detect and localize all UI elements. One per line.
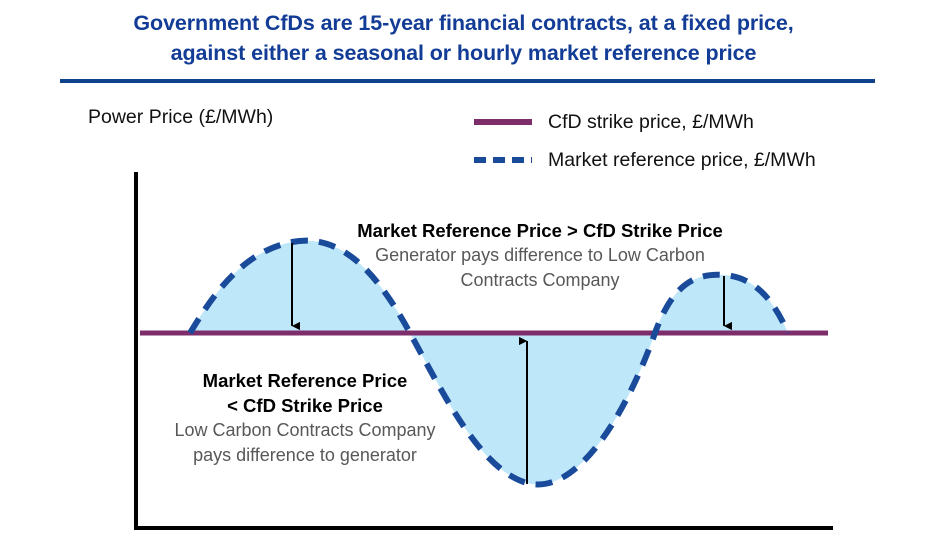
page-title-line-1: Government CfDs are 15-year financial co… xyxy=(133,11,794,35)
solid-line-swatch-icon xyxy=(474,113,532,131)
difference-area-fill xyxy=(190,240,788,485)
annotation-above-heading: Market Reference Price > CfD Strike Pric… xyxy=(357,220,723,241)
annotation-above-strike: Market Reference Price > CfD Strike Pric… xyxy=(330,218,750,293)
chart-legend: CfD strike price, £/MWh Market reference… xyxy=(474,103,816,179)
legend-label-strike-price: CfD strike price, £/MWh xyxy=(548,110,754,133)
y-axis-label: Power Price (£/MWh) xyxy=(88,106,274,128)
market-reference-price-curve xyxy=(187,237,791,488)
page-title-line-2: against either a seasonal or hourly mark… xyxy=(170,41,757,65)
annotation-below-heading-line-1: Market Reference Price xyxy=(202,370,408,391)
title-divider xyxy=(60,79,875,83)
annotation-below-body-line-1: Low Carbon Contracts Company xyxy=(174,420,436,440)
annotation-below-heading-line-2: < CfD Strike Price xyxy=(227,395,383,416)
dashed-line-swatch-icon xyxy=(474,151,532,169)
page-title: Government CfDs are 15-year financial co… xyxy=(0,8,927,68)
annotation-below-body-line-2: pays difference to generator xyxy=(193,445,417,465)
annotation-above-body-line-1: Generator pays difference to Low Carbon xyxy=(375,245,705,265)
legend-label-market-reference-price: Market reference price, £/MWh xyxy=(548,148,816,171)
legend-item-strike-price: CfD strike price, £/MWh xyxy=(474,103,816,141)
annotation-below-strike: Market Reference Price < CfD Strike Pric… xyxy=(140,368,470,468)
legend-item-market-reference-price: Market reference price, £/MWh xyxy=(474,141,816,179)
annotation-above-body-line-2: Contracts Company xyxy=(460,270,620,290)
